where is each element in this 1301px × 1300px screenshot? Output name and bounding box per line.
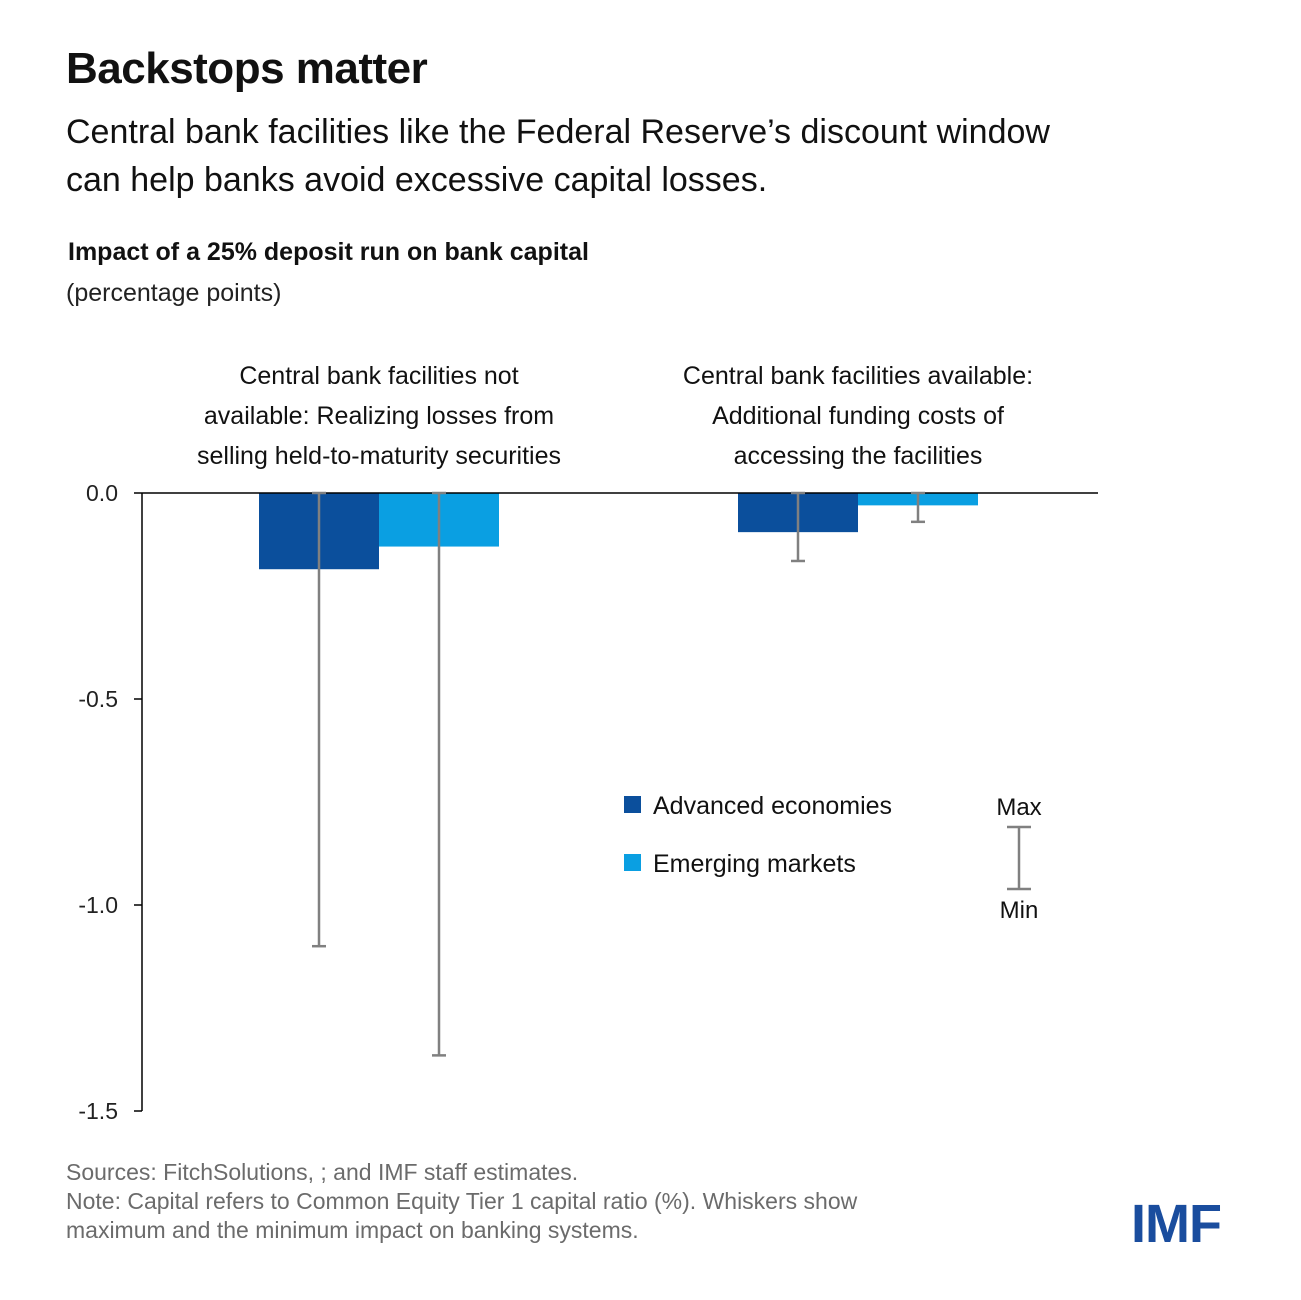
footer: Sources: FitchSolutions, ; and IMF staff… [66,1158,1066,1245]
category-label: Central bank facilities not [239,362,518,390]
subtitle-line-1: Central bank facilities like the Federal… [66,113,1050,151]
footer-note-line-1: Note: Capital refers to Common Equity Ti… [66,1188,858,1214]
legend-label-1: Advanced economies [653,792,892,820]
legend-swatch-2 [624,854,641,871]
category-label: accessing the facilities [734,442,983,470]
page-subtitle: Central bank facilities like the Federal… [66,108,1266,204]
y-tick-label: -0.5 [78,686,118,712]
legend-label-2: Emerging markets [653,850,856,878]
y-tick-label: 0.0 [86,480,118,506]
page-title: Backstops matter [66,44,428,93]
whisker-legend-max-label: Max [996,794,1041,821]
legend-swatch-1 [624,796,641,813]
category-label: Additional funding costs of [712,402,1004,430]
imf-logo: IMF [1131,1194,1222,1254]
y-tick-label: -1.5 [78,1098,118,1124]
category-label: selling held-to-maturity securities [197,442,561,470]
category-label: available: Realizing losses from [204,402,554,430]
subtitle-line-2: can help banks avoid excessive capital l… [66,161,768,199]
chart-title: Impact of a 25% deposit run on bank capi… [68,238,589,266]
y-tick-label: -1.0 [78,892,118,918]
chart-unit: (percentage points) [66,279,282,307]
footer-sources: Sources: FitchSolutions, ; and IMF staff… [66,1159,579,1185]
whisker-legend-min-label: Min [1000,897,1039,924]
category-label: Central bank facilities available: [683,362,1033,390]
footer-note-line-2: maximum and the minimum impact on bankin… [66,1217,639,1243]
